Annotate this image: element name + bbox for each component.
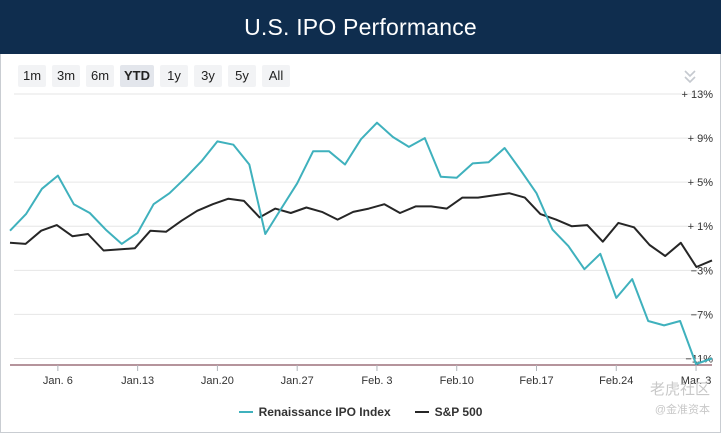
range-button-6m[interactable]: 6m xyxy=(86,65,114,87)
series-line-renaissance-ipo-index[interactable] xyxy=(9,121,713,365)
x-axis-ticks: Jan. 6 Jan.13 Jan.20 Jan.27 Feb. 3 Feb.10 Feb.… xyxy=(43,365,711,387)
x-tick-label: Jan. 6 xyxy=(43,375,73,387)
x-tick-label: Mar. 3 xyxy=(681,375,712,387)
range-button-3m[interactable]: 3m xyxy=(52,65,80,87)
range-button-all[interactable]: All xyxy=(262,65,290,87)
legend-swatch xyxy=(414,411,429,413)
x-tick-label: Jan.20 xyxy=(201,375,234,387)
double-chevron-down-icon[interactable] xyxy=(682,68,698,86)
legend: Renaissance IPO Index S&P 500 xyxy=(0,402,721,422)
x-tick-label: Feb.24 xyxy=(599,375,633,387)
grid-lines xyxy=(10,93,712,366)
legend-label: Renaissance IPO Index xyxy=(258,405,391,419)
watermark: 老虎社区 @金准资本 xyxy=(610,378,710,417)
range-selector: 1m 3m 6m YTD 1y 3y 5y All xyxy=(18,65,290,87)
watermark-main: 老虎社区 xyxy=(649,381,710,398)
x-tick-label: Feb.17 xyxy=(519,375,553,387)
x-tick-label: Feb. 3 xyxy=(361,375,392,387)
y-tick-label: + 5% xyxy=(688,177,714,189)
y-tick-label: + 13% xyxy=(682,89,714,101)
x-tick-label: Jan.13 xyxy=(121,375,154,387)
range-button-1y[interactable]: 1y xyxy=(160,65,188,87)
range-button-ytd[interactable]: YTD xyxy=(120,65,154,87)
chart-title: U.S. IPO Performance xyxy=(244,13,477,40)
watermark-sub: @金准资本 xyxy=(654,404,710,416)
y-tick-label: + 1% xyxy=(688,221,714,233)
y-tick-label: −7% xyxy=(691,309,714,321)
range-button-5y[interactable]: 5y xyxy=(228,65,256,87)
series-group xyxy=(9,121,713,365)
legend-item[interactable]: S&P 500 xyxy=(414,402,483,422)
range-button-3y[interactable]: 3y xyxy=(194,65,222,87)
legend-swatch xyxy=(238,411,253,413)
legend-item[interactable]: Renaissance IPO Index xyxy=(238,402,391,422)
series-line-sp-500[interactable] xyxy=(9,192,713,268)
chart-header: U.S. IPO Performance xyxy=(0,0,721,54)
y-tick-label: + 9% xyxy=(688,133,714,145)
x-tick-label: Jan.27 xyxy=(281,375,314,387)
legend-label: S&P 500 xyxy=(434,405,483,419)
x-tick-label: Feb.10 xyxy=(440,375,474,387)
range-button-1m[interactable]: 1m xyxy=(18,65,46,87)
y-axis-ticks: + 13%+ 9%+ 5%+ 1%−3%−7%−11% xyxy=(682,89,714,365)
y-tick-label: −3% xyxy=(691,265,714,277)
